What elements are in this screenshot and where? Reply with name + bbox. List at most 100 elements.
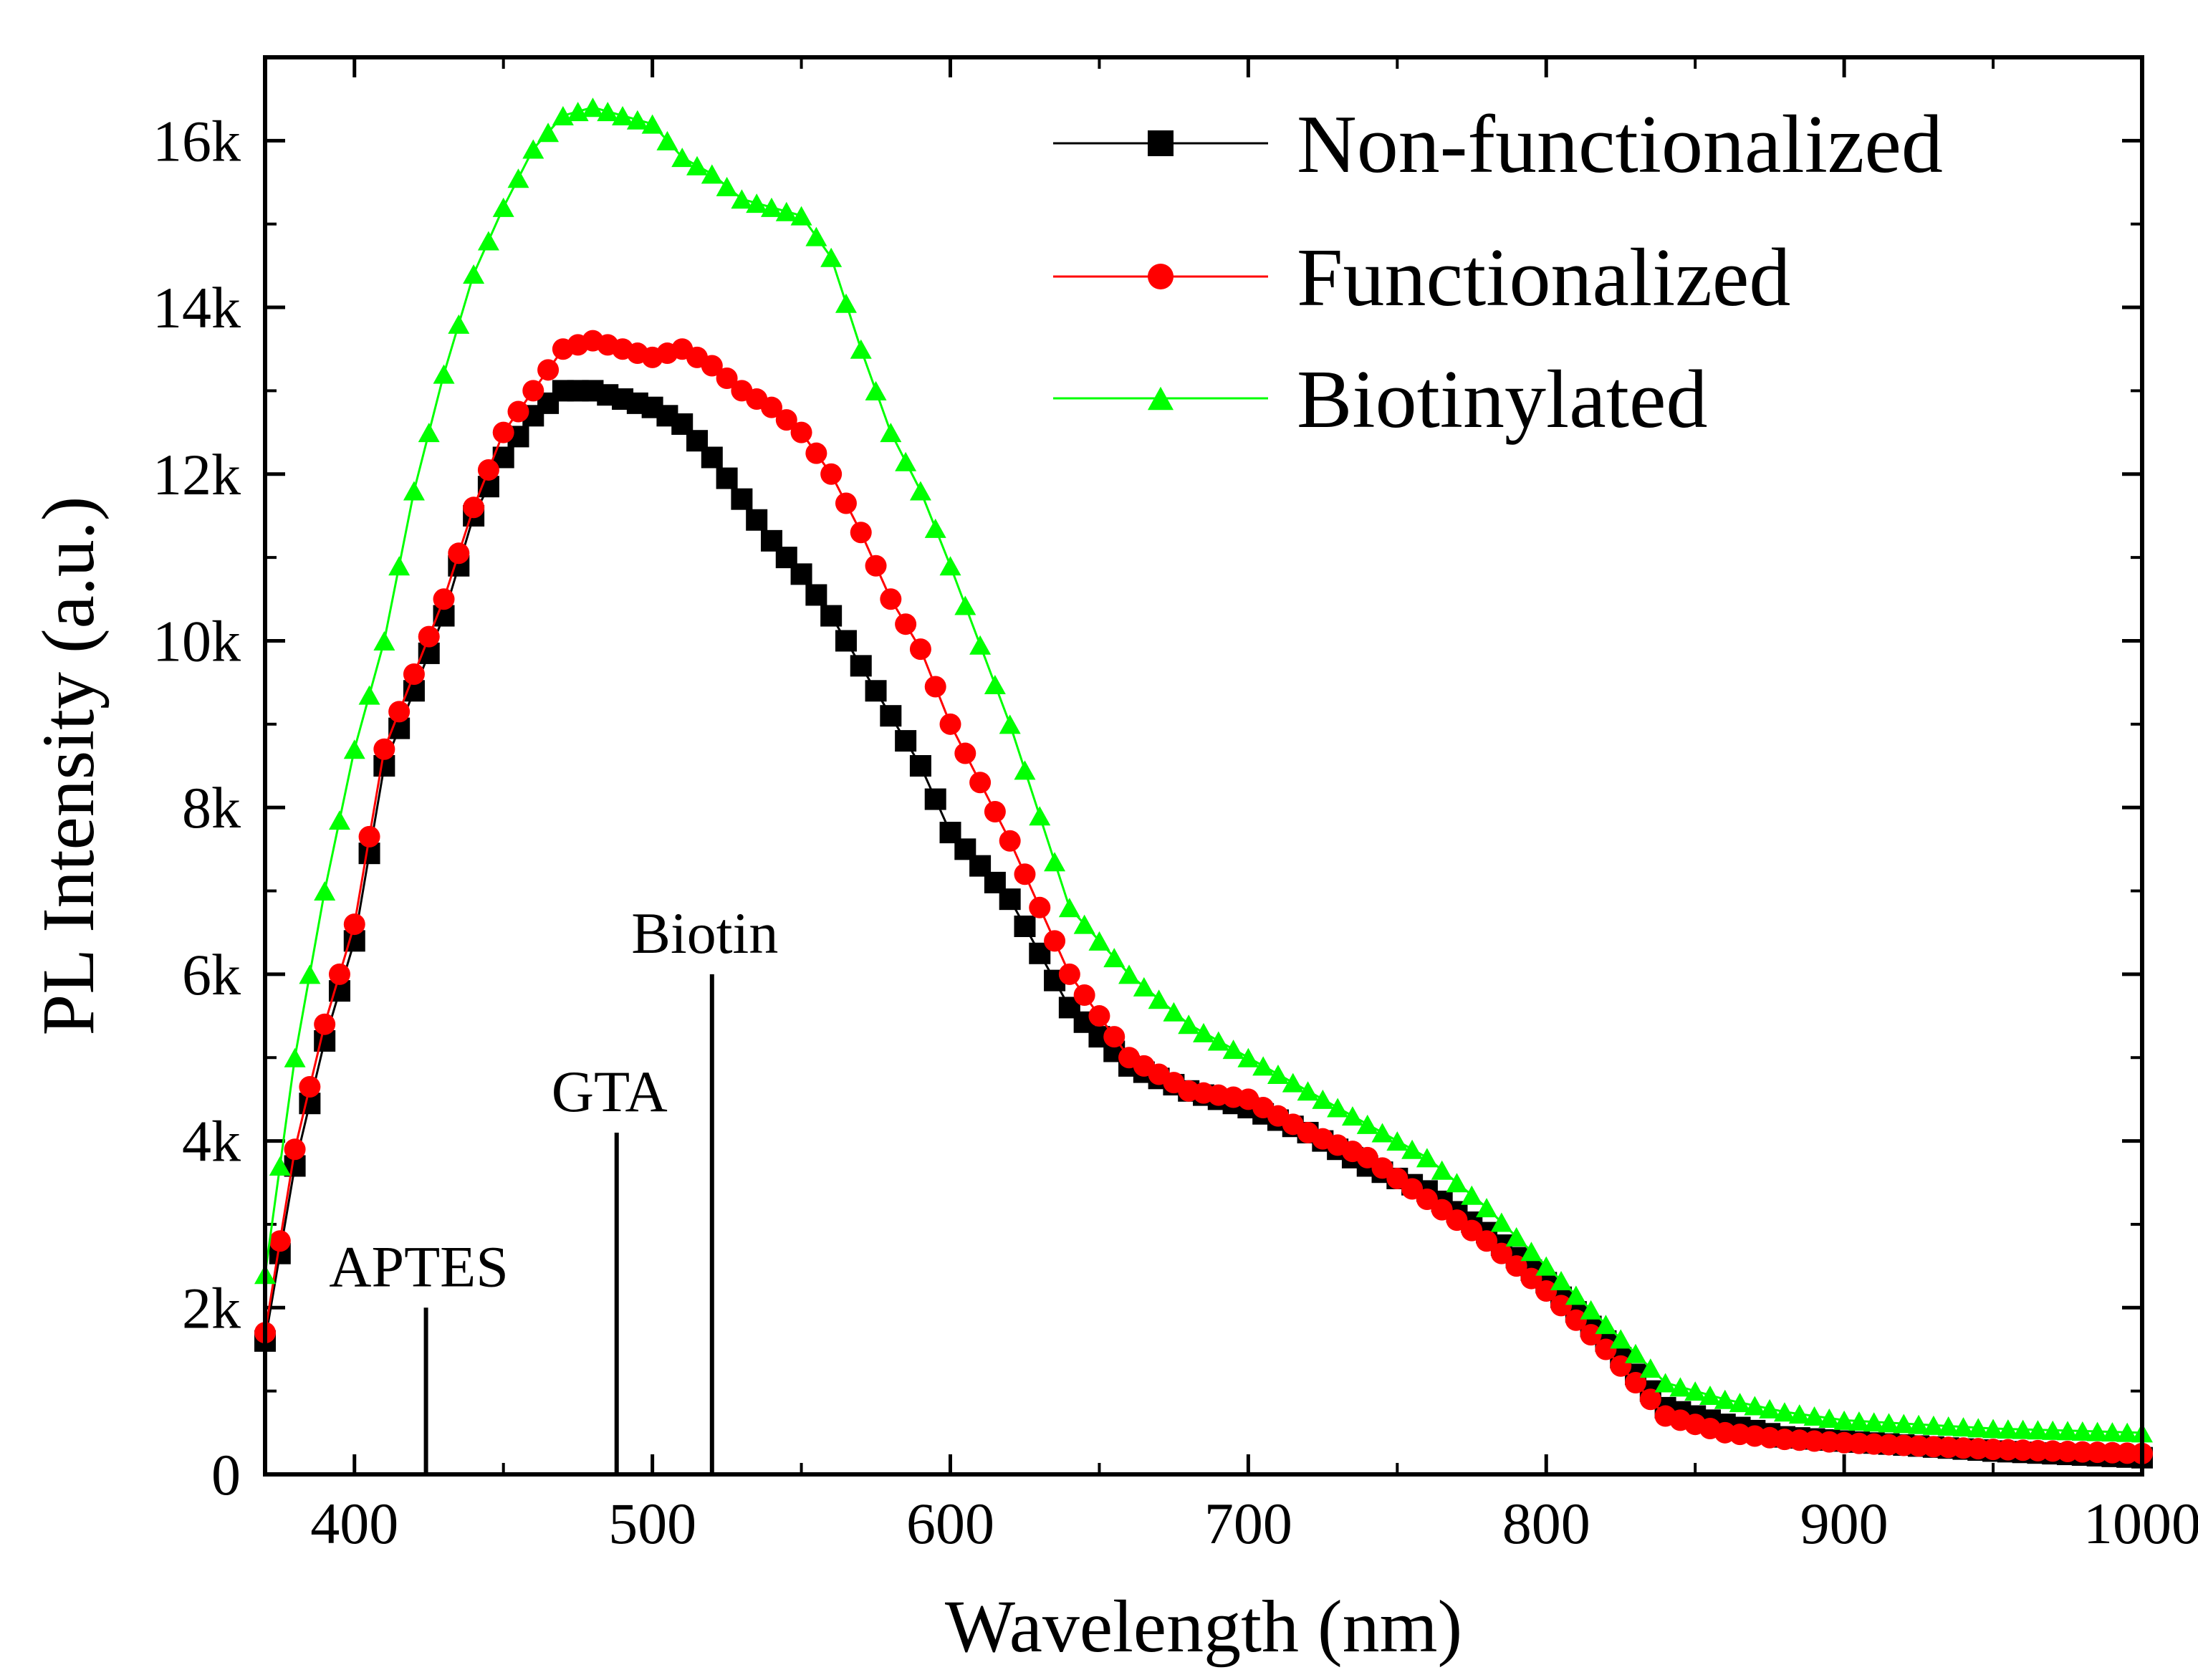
data-point <box>1535 1256 1558 1276</box>
data-point <box>358 685 380 705</box>
x-axis-title: Wavelength (nm) <box>945 1585 1462 1668</box>
data-point <box>1133 976 1155 997</box>
legend-label: Biotinylated <box>1297 354 1708 446</box>
data-point <box>716 467 738 489</box>
data-point <box>1103 1026 1126 1048</box>
data-point <box>269 1230 291 1252</box>
data-point <box>328 810 350 830</box>
y-tick-label: 6k <box>182 942 241 1007</box>
data-point <box>537 359 560 381</box>
data-point <box>403 663 425 686</box>
data-point <box>388 701 411 723</box>
data-point <box>1282 1072 1304 1093</box>
data-point <box>1997 1419 2019 1439</box>
data-point <box>924 676 946 698</box>
data-point <box>1476 1198 1498 1218</box>
data-point <box>433 364 455 384</box>
data-point <box>656 130 678 150</box>
annotation-label: GTA <box>552 1059 668 1124</box>
data-point <box>701 164 723 184</box>
data-point <box>1490 1212 1512 1232</box>
data-point <box>760 396 782 418</box>
data-point <box>1625 1343 1647 1363</box>
data-point <box>1759 1398 1781 1419</box>
data-point <box>1595 1315 1617 1335</box>
y-tick-label: 4k <box>182 1109 241 1174</box>
data-point <box>1863 1412 1885 1432</box>
data-point <box>775 201 797 221</box>
data-point <box>909 638 931 661</box>
y-tick-label: 10k <box>153 608 241 673</box>
data-point <box>1088 1005 1110 1027</box>
data-point <box>477 231 499 251</box>
data-point <box>537 123 560 143</box>
data-point <box>507 168 529 188</box>
data-point <box>1565 1285 1587 1305</box>
data-point <box>403 481 425 501</box>
legend-marker <box>1148 386 1174 411</box>
data-point <box>343 739 365 759</box>
data-point <box>1833 1410 1856 1430</box>
data-point <box>820 247 843 267</box>
plot-frame <box>263 55 2144 1477</box>
data-point <box>954 742 976 764</box>
data-point <box>1073 984 1095 1006</box>
data-point <box>582 97 604 117</box>
data-point <box>1744 1396 1766 1416</box>
data-point <box>790 563 812 585</box>
data-point <box>969 635 992 655</box>
data-point <box>2101 1422 2123 1442</box>
data-point <box>1103 948 1126 968</box>
data-point <box>1878 1413 1900 1433</box>
data-point <box>701 355 723 377</box>
data-point <box>1058 963 1080 985</box>
data-point <box>686 155 709 176</box>
data-point <box>314 1013 336 1035</box>
data-point <box>1386 1131 1408 1151</box>
data-point <box>1356 1114 1378 1134</box>
data-point <box>820 605 843 627</box>
annotation-label: Biotin <box>631 901 778 966</box>
data-point <box>1937 1416 1959 1436</box>
data-point <box>1416 1148 1438 1168</box>
data-point <box>835 630 857 652</box>
data-point <box>1193 1022 1214 1042</box>
data-point <box>612 105 634 125</box>
data-point <box>1729 1393 1751 1413</box>
series-biotinylated <box>254 97 2153 1443</box>
data-point <box>1893 1413 1915 1434</box>
data-point <box>1952 1417 1974 1437</box>
data-point <box>2057 1421 2079 1441</box>
data-point <box>1639 1358 1661 1378</box>
data-point <box>984 800 1006 822</box>
data-point <box>373 738 395 760</box>
data-point <box>2042 1420 2064 1440</box>
data-point <box>1029 806 1051 826</box>
data-point <box>880 423 902 443</box>
data-point <box>820 463 843 485</box>
data-point <box>1044 930 1066 952</box>
data-point <box>1088 931 1110 951</box>
data-point <box>1044 852 1066 872</box>
data-point <box>805 442 827 464</box>
data-point <box>880 705 902 727</box>
data-point <box>1580 1300 1602 1320</box>
data-point <box>1163 1002 1185 1022</box>
y-tick-label: 12k <box>153 442 241 507</box>
data-point <box>1431 1199 1453 1221</box>
axis-ticks: 400 500 600 700 800 900 1000 0 2k 4k 6k 8k 10k 12k 14k… <box>153 56 2198 1556</box>
x-tick-label: 700 <box>1204 1491 1292 1556</box>
data-point <box>314 881 336 901</box>
data-point <box>1207 1031 1229 1051</box>
data-point <box>522 139 544 159</box>
data-point <box>1550 1270 1573 1290</box>
data-point <box>969 772 992 794</box>
data-point <box>1341 1106 1363 1126</box>
data-point <box>1327 1098 1349 1118</box>
data-point <box>1401 1178 1424 1200</box>
data-point <box>1029 896 1051 918</box>
data-point <box>1788 1404 1810 1424</box>
legend-marker <box>1148 130 1174 156</box>
